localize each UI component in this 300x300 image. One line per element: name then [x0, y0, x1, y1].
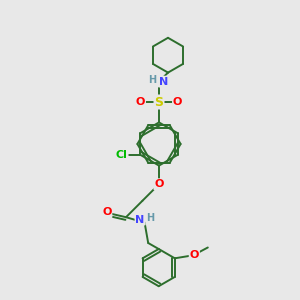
Text: O: O — [173, 97, 182, 107]
Text: Cl: Cl — [116, 150, 127, 160]
Text: H: H — [146, 213, 155, 223]
Text: H: H — [148, 75, 157, 85]
Text: N: N — [159, 76, 168, 87]
Text: N: N — [136, 214, 145, 225]
Text: O: O — [154, 179, 164, 189]
Text: O: O — [190, 250, 199, 260]
Text: O: O — [102, 207, 112, 217]
Text: S: S — [154, 95, 164, 109]
Text: O: O — [136, 97, 145, 107]
